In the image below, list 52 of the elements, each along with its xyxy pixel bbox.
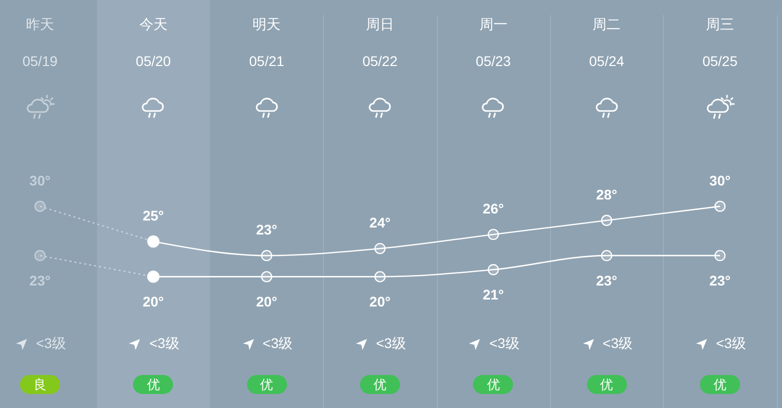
x-tick-label: 周二 [592,16,621,32]
point [601,214,612,226]
point [601,250,612,262]
data-label: 21° [482,286,504,303]
point [488,264,499,276]
text: 05/22 [362,53,398,69]
text: 05/23 [476,53,511,69]
x-tick-label: 周一 [479,16,508,32]
text: 05/21 [249,53,284,69]
text: <3级 [489,335,520,353]
point [261,271,272,282]
data-label: 20° [369,294,391,310]
x-tick-label: 昨天 [26,16,54,32]
data-label: 25° [142,208,164,224]
text: 05/24 [589,53,624,69]
text: <3级 [376,335,406,353]
point [34,200,46,212]
data-label: 26° [482,200,504,216]
text: 05/20 [136,53,171,69]
text: <3级 [149,335,180,353]
x-tick-label: 今天 [139,16,168,32]
text: <3级 [602,335,633,353]
text: 05/25 [702,53,738,69]
data-label: 24° [369,214,391,231]
point [488,228,499,240]
text: <3级 [262,335,293,353]
x-tick-label: 明天 [252,16,281,32]
badge: 优 [133,375,174,394]
badge: 良 [20,375,60,394]
text: 05/19 [22,53,58,69]
point [714,200,726,212]
data-label: 23° [256,222,278,238]
badge: 优 [586,375,627,394]
point [714,250,726,262]
data-label: 20° [142,294,164,310]
x-tick-label: 周三 [706,16,734,32]
point [34,250,46,262]
data-label: 30° [709,172,731,188]
point [261,250,272,262]
badge: 优 [473,375,514,394]
badge: 优 [700,375,740,394]
text: <3级 [36,335,66,353]
data-label: 23° [596,272,618,289]
text: <3级 [716,335,746,353]
point [374,242,386,254]
x-tick-label: 周日 [366,16,394,32]
badge: 优 [246,375,287,394]
data-label: 20° [256,294,278,310]
data-label: 23° [709,272,731,289]
data-label: 28° [596,186,618,202]
point [374,271,386,282]
badge: 优 [360,375,400,394]
